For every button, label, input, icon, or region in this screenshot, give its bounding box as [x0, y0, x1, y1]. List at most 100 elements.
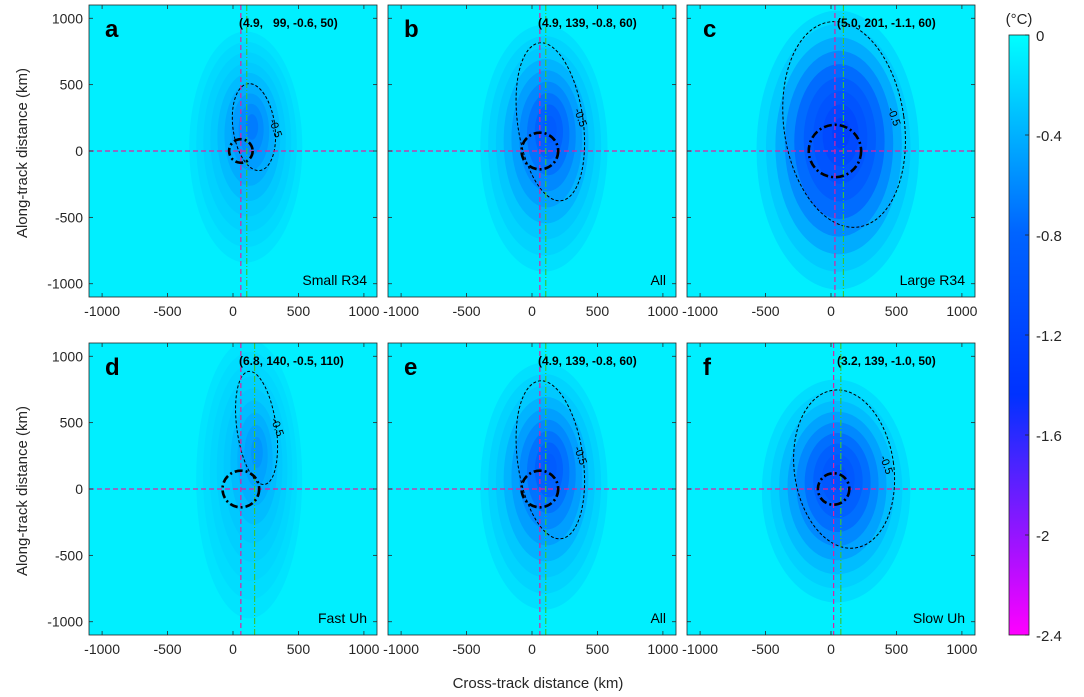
heatmap-field	[480, 362, 608, 610]
y-tick-label: -500	[55, 547, 83, 563]
panels: -0.5-1000 -500 0 500 100010005000-500-1000a(…	[47, 4, 978, 657]
x-tick-label: -500	[154, 641, 182, 657]
panel-letter: e	[404, 354, 417, 381]
heatmap-field	[189, 31, 303, 263]
colorbar-unit-label: (°C)	[1006, 11, 1033, 28]
y-tick-label: 500	[60, 415, 84, 431]
contour-line	[515, 42, 586, 202]
x-tick-label: 500	[586, 641, 610, 657]
contour-line	[235, 370, 279, 486]
colorbar-tick-label: -0.8	[1036, 228, 1062, 245]
x-tick-label: -500	[752, 641, 780, 657]
x-tick-label: 500	[287, 641, 311, 657]
x-tick-label: 500	[885, 303, 909, 319]
colorbar-tick-label: -1.6	[1036, 428, 1062, 445]
x-tick-label: -500	[154, 303, 182, 319]
panel-annotation: (4.9, 139, -0.8, 60)	[538, 16, 637, 30]
panel-annotation: (4.9, 99, -0.6, 50)	[239, 16, 338, 30]
panel-annotation: (5.0, 201, -1.1, 60)	[837, 16, 936, 30]
radius-circle	[816, 471, 851, 507]
x-tick-label: -1000	[84, 303, 120, 319]
panel-letter: a	[105, 16, 119, 43]
y-tick-label: 0	[75, 481, 83, 497]
x-tick-label: -1000	[682, 303, 718, 319]
y-tick-label: 1000	[52, 348, 83, 364]
x-tick-label: -500	[752, 303, 780, 319]
heatmap-field	[196, 343, 303, 619]
x-tick-label: 0	[528, 641, 536, 657]
radius-circle	[520, 131, 560, 171]
panel-a: -0.5-1000 -500 0 500 100010005000-500-1000a(…	[47, 4, 380, 319]
x-tick-label: 1000	[647, 303, 678, 319]
panel-label: Slow Uh	[913, 610, 965, 626]
contour-line	[231, 83, 277, 172]
contour-line	[793, 389, 896, 549]
x-tick-label: -1000	[383, 641, 419, 657]
x-tick-label: 1000	[348, 303, 379, 319]
x-tick-label: -500	[453, 641, 481, 657]
x-tick-label: 0	[827, 303, 835, 319]
x-tick-label: 1000	[946, 641, 977, 657]
heatmap-field	[756, 10, 920, 290]
y-tick-label: 500	[60, 77, 84, 93]
x-tick-label: -500	[453, 303, 481, 319]
heatmap-level	[542, 453, 557, 482]
radius-circle	[227, 137, 254, 165]
panel-letter: c	[703, 16, 716, 43]
y-tick-label: -500	[55, 209, 83, 225]
x-tick-label: 0	[528, 303, 536, 319]
colorbar-tick-label: -0.4	[1036, 128, 1062, 145]
panel-letter: d	[105, 354, 120, 381]
x-tick-label: 0	[827, 641, 835, 657]
y-axis-label-bottom: Along-track distance (km)	[14, 406, 31, 576]
x-tick-label: 500	[287, 303, 311, 319]
radius-circle	[807, 123, 863, 179]
colorbar-tick-label: -1.2	[1036, 328, 1062, 345]
panel-d: -0.5-1000 -500 0 500 100010005000-500-1000d(…	[47, 342, 380, 657]
x-tick-label: 0	[229, 641, 237, 657]
heatmap-level	[251, 437, 263, 468]
x-tick-label: 1000	[348, 641, 379, 657]
x-tick-label: -1000	[383, 303, 419, 319]
panel-annotation: (6.8, 140, -0.5, 110)	[239, 354, 344, 368]
x-tick-label: -1000	[682, 641, 718, 657]
y-tick-label: -1000	[47, 276, 83, 292]
panel-annotation: (4.9, 139, -0.8, 60)	[538, 354, 637, 368]
y-axis-label-top: Along-track distance (km)	[14, 68, 31, 238]
heatmap-level	[830, 465, 847, 490]
y-tick-label: -1000	[47, 614, 83, 630]
panel-label: Large R34	[900, 272, 966, 288]
colorbar-ticks: 0 -0.4 -0.8 -1.2 -1.6 -2 -2.4	[1025, 28, 1062, 645]
panel-label: All	[650, 272, 666, 288]
x-tick-label: -1000	[84, 641, 120, 657]
x-axis-label: Cross-track distance (km)	[453, 675, 624, 692]
contour-line	[515, 380, 586, 540]
heatmap-field	[480, 24, 608, 272]
colorbar: (°C) 0 -0.4 -0.8 -1.2 -1.6 -2 -2.4	[1006, 11, 1062, 645]
x-tick-label: 0	[229, 303, 237, 319]
colorbar-tick-label: -2	[1036, 528, 1049, 545]
panel-label: Small R34	[302, 272, 367, 288]
heatmap-field	[761, 379, 911, 603]
y-tick-label: 0	[75, 143, 83, 159]
panel-letter: f	[703, 354, 712, 381]
colorbar-tick-label: -2.4	[1036, 628, 1062, 645]
panel-label: Fast Uh	[318, 610, 367, 626]
panel-letter: b	[404, 16, 419, 43]
radius-circle	[221, 469, 261, 509]
heatmap-level	[245, 114, 259, 140]
y-tick-label: 1000	[52, 10, 83, 26]
x-tick-label: 1000	[946, 303, 977, 319]
x-tick-label: 1000	[647, 641, 678, 657]
x-tick-label: 500	[885, 641, 909, 657]
radius-circle	[520, 469, 560, 509]
panel-label: All	[650, 610, 666, 626]
colorbar-tick-label: 0	[1036, 28, 1044, 45]
contour-line	[782, 21, 906, 228]
heatmap-level	[542, 115, 557, 144]
